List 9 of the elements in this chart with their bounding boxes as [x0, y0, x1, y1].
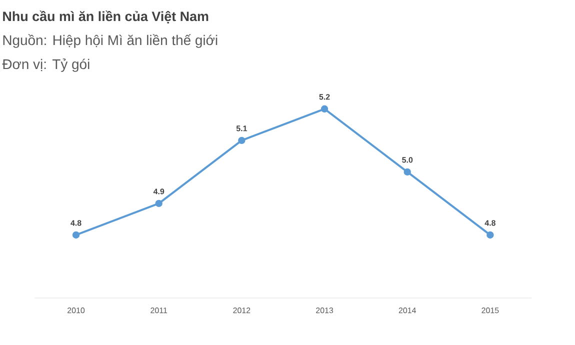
- text: Đơn vị: Tỷ gói: [2, 58, 90, 72]
- point: [155, 200, 162, 208]
- point: [320, 105, 328, 113]
- point: [72, 231, 80, 239]
- point: [238, 136, 246, 144]
- point: [404, 168, 411, 176]
- point: [486, 231, 494, 239]
- chart-title: Nhu cầu mì ăn liền của Việt Nam: [3, 10, 208, 24]
- chart-subtitle: Nguồn: Hiệp hội Mì ăn liền thế giới: [3, 34, 218, 48]
